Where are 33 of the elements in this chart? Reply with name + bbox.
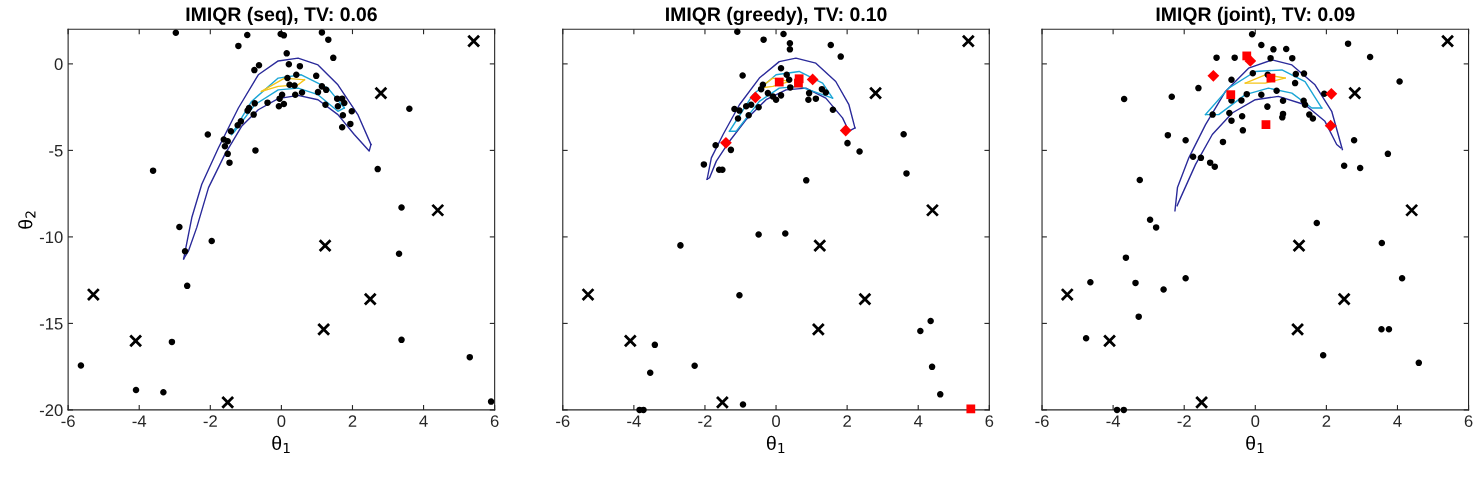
x-tick-label: 2	[348, 415, 357, 427]
chart-title: IMIQR (joint), TV: 0.09	[1156, 6, 1355, 25]
x-tick-label: 6	[1464, 415, 1473, 428]
x-tick-label: -2	[1177, 415, 1191, 427]
x-tick-label: -6	[61, 415, 75, 428]
x-tick-label: 4	[913, 415, 923, 427]
chart-title: IMIQR (greedy), TV: 0.10	[666, 6, 887, 26]
x-axis-title: θ$_{1}$	[766, 435, 785, 454]
x-tick-label: 4	[1393, 415, 1402, 427]
y-tick-label: -20	[39, 404, 63, 417]
y-axis-title: θ$_{2}$	[18, 211, 36, 229]
x-tick-label: 6	[985, 415, 994, 428]
x-tick-label: -6	[1035, 415, 1049, 428]
x-tick-label: 6	[490, 415, 499, 428]
x-tick-label: -2	[698, 415, 712, 427]
x-axis-title: θ$_{1}$	[272, 435, 290, 454]
x-axis-title: θ$_{1}$	[1246, 435, 1264, 454]
y-tick-label: -5	[49, 144, 63, 157]
x-tick-label: -4	[132, 415, 147, 427]
x-tick-label: -4	[1106, 415, 1121, 427]
y-tick-label: 0	[54, 58, 63, 71]
chart-title: IMIQR (seq), TV: 0.06	[186, 6, 377, 25]
x-tick-label: 2	[843, 415, 851, 427]
x-tick-label: 2	[1322, 415, 1331, 427]
x-tick-label: -6	[556, 415, 570, 428]
x-tick-label: 0	[772, 415, 781, 428]
x-tick-label: 0	[1251, 415, 1260, 428]
x-tick-label: -2	[203, 415, 217, 427]
y-tick-label: -10	[39, 231, 63, 244]
x-tick-label: -4	[627, 415, 641, 427]
x-tick-label: 0	[277, 415, 286, 428]
y-tick-label: -15	[39, 317, 63, 330]
x-tick-label: 4	[419, 415, 428, 427]
